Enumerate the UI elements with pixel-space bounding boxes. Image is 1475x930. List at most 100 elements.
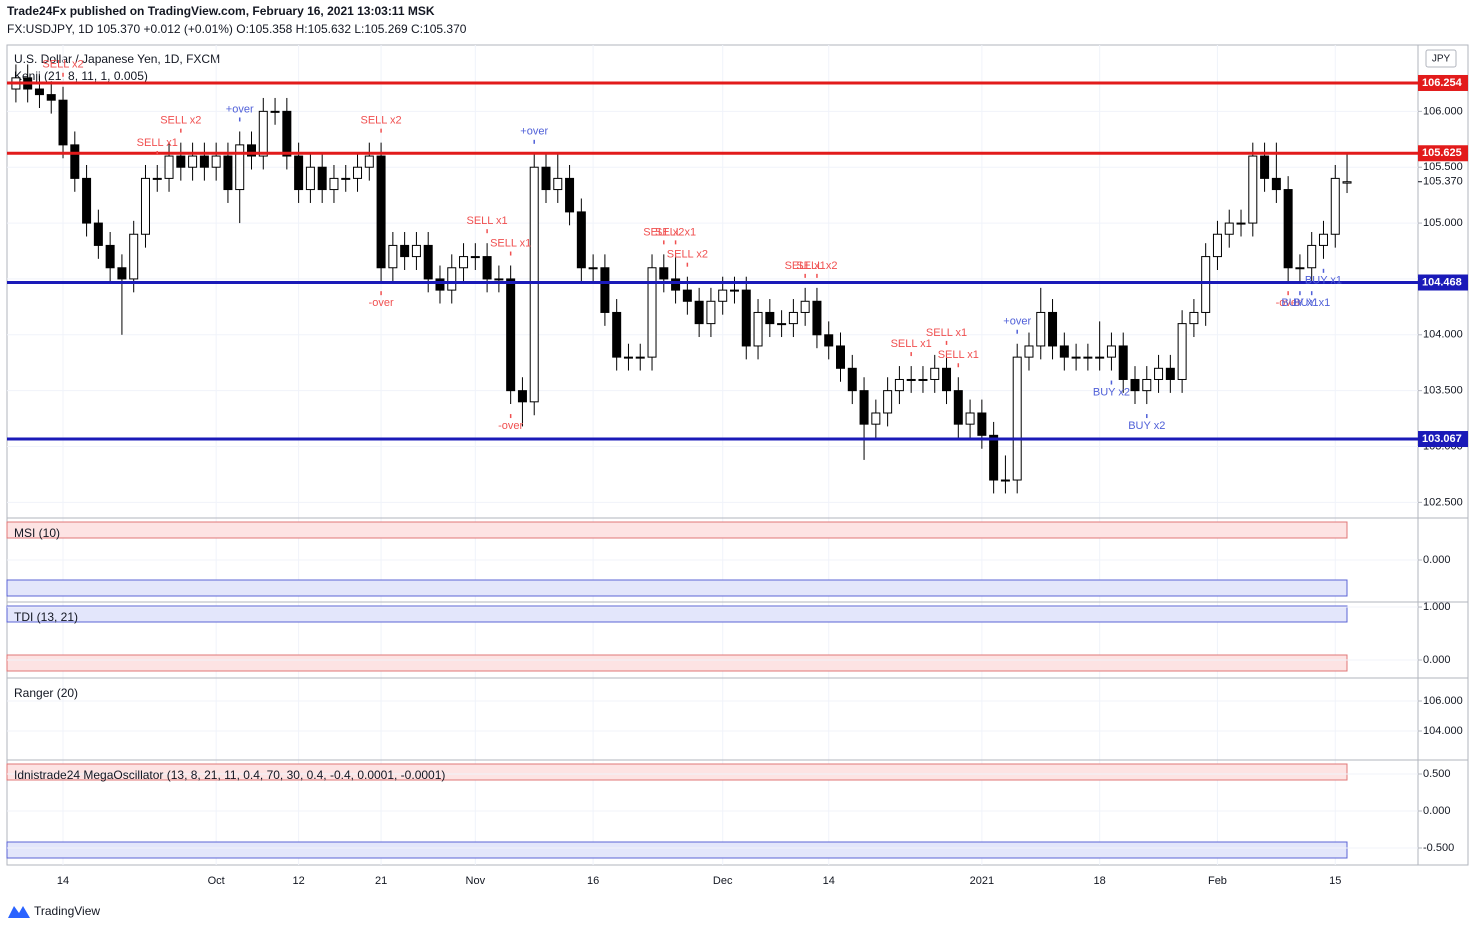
signal-label: +over — [1003, 316, 1031, 328]
currency-box[interactable] — [1425, 49, 1457, 68]
candle-body — [989, 434, 999, 481]
pane-y-tick-label: 104.000 — [1423, 725, 1463, 737]
candle-body — [435, 278, 445, 291]
candle-body — [1154, 367, 1164, 380]
candle-body — [977, 412, 987, 436]
candle-body — [930, 367, 940, 380]
candle-body — [364, 155, 374, 168]
candles — [11, 64, 1352, 494]
candle-body — [305, 166, 315, 191]
candle-body — [1236, 222, 1246, 225]
candle-body — [671, 278, 681, 291]
candle-body — [1012, 356, 1022, 481]
candle-body — [1165, 367, 1175, 380]
signal-label: SELL x2 — [42, 59, 83, 71]
signal-label: SELL x1 — [467, 215, 508, 227]
chart-title: U.S. Dollar / Japanese Yen, 1D, FXCM — [14, 52, 220, 66]
level-label-box — [1418, 274, 1468, 291]
candle-body — [388, 244, 398, 269]
pane-lower-band — [6, 579, 1348, 597]
candle-body — [494, 278, 504, 281]
candle-body — [824, 334, 834, 347]
candle-body — [541, 166, 551, 191]
signal-label: SELL x1 — [655, 226, 696, 238]
candle-body — [1212, 233, 1222, 258]
level-label: 103.067 — [1422, 433, 1462, 445]
signal-label: +over — [520, 126, 548, 138]
candle-body — [623, 356, 633, 359]
signal-label: -over — [369, 297, 394, 309]
signal-label: -over — [1276, 297, 1301, 309]
x-tick-label: Oct — [208, 875, 225, 887]
candle-body — [1201, 256, 1211, 313]
candle-body — [706, 300, 716, 325]
x-tick-label: 14 — [823, 875, 835, 887]
footer-logo — [8, 906, 30, 918]
candle-body — [164, 155, 174, 179]
candle-body — [1142, 378, 1152, 392]
x-tick-label: Feb — [1208, 875, 1227, 887]
candle-body — [341, 177, 351, 180]
candle-body — [1106, 345, 1116, 358]
candle-body — [953, 390, 963, 425]
signal-label: BUY x1 — [1281, 297, 1318, 309]
candle-body — [942, 367, 952, 392]
candle-body — [70, 144, 80, 179]
candle-body — [777, 323, 787, 326]
x-tick-label: 21 — [375, 875, 387, 887]
candle-body — [529, 166, 539, 403]
candle-body — [812, 300, 822, 336]
x-tick-label: 2021 — [970, 875, 994, 887]
signal-label: SELL x1 — [490, 237, 531, 249]
candle-body — [765, 311, 775, 325]
pane-y-tick-label: 0.500 — [1423, 768, 1451, 780]
candle-body — [459, 256, 469, 269]
candle-body — [741, 289, 751, 347]
candle-body — [400, 244, 410, 258]
candle-body — [1224, 222, 1234, 235]
candle-body — [294, 155, 304, 191]
candle-body — [117, 267, 127, 280]
pane-title: Ranger (20) — [14, 686, 78, 700]
candle-body — [1177, 323, 1187, 380]
candle-body — [729, 289, 739, 292]
candle-body — [482, 256, 492, 280]
candle-body — [647, 267, 657, 358]
candle-body — [1189, 311, 1199, 325]
signal-label: BUY x2 — [1128, 420, 1165, 432]
candle-body — [847, 367, 857, 392]
candle-body — [129, 233, 139, 280]
candle-body — [659, 267, 669, 280]
currency: JPY — [1432, 54, 1451, 65]
level-label-box — [1418, 74, 1468, 91]
y-tick-label: 105.500 — [1423, 161, 1463, 173]
footer: TradingView — [34, 904, 100, 918]
candle-body — [1083, 356, 1093, 359]
level-label: 104.468 — [1422, 276, 1462, 288]
candle-body — [34, 88, 44, 96]
level-label-box — [1418, 145, 1468, 162]
candle-body — [517, 390, 527, 403]
candle-body — [1024, 345, 1034, 358]
candle-body — [82, 177, 92, 224]
pane-title: Idnistrade24 MegaOscillator (13, 8, 21, … — [14, 768, 445, 782]
x-tick-label: 15 — [1329, 875, 1341, 887]
signal-label: BUY x2 — [1093, 386, 1130, 398]
pane-y-tick-label: 106.000 — [1423, 695, 1463, 707]
candle-body — [965, 412, 975, 425]
candle-body — [918, 378, 928, 381]
candle-body — [682, 289, 692, 302]
candle-body — [1248, 155, 1258, 224]
candle-body — [871, 412, 881, 425]
x-tick-label: 12 — [292, 875, 304, 887]
candle-body — [1048, 311, 1058, 347]
level-label-box — [1418, 431, 1468, 448]
candle-body — [600, 267, 610, 313]
candle-body — [152, 177, 162, 180]
candle-body — [906, 378, 916, 381]
x-tick-label: 14 — [57, 875, 69, 887]
pane-title: MSI (10) — [14, 526, 60, 540]
candle-body — [1342, 181, 1352, 184]
candle-body — [423, 244, 433, 280]
